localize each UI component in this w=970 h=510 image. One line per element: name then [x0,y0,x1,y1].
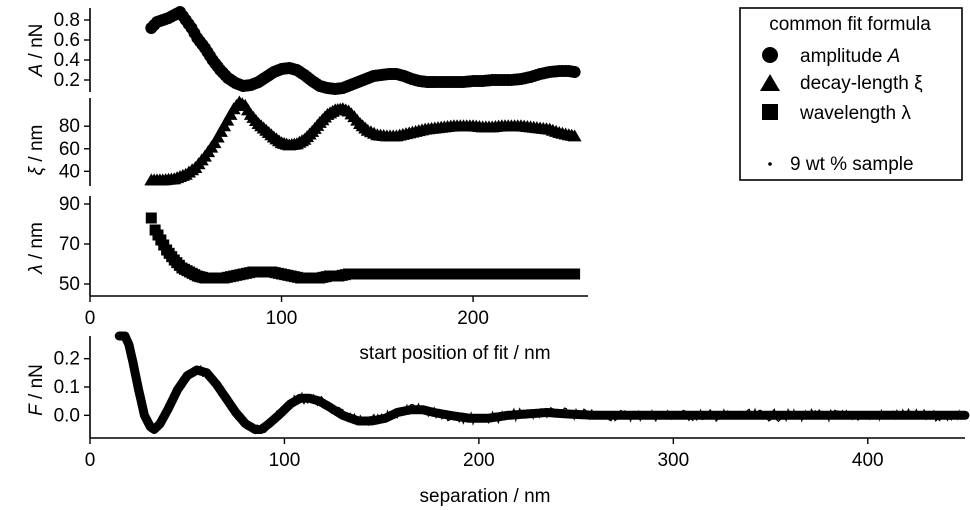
legend-dot-marker [768,162,772,166]
legend-circle-marker [762,47,778,63]
amplitude-y-tick-label: 0.4 [54,50,81,71]
legend-item-decay-length: decay-length ξ [800,73,923,94]
wavelength-y-tick-label: 90 [59,194,80,215]
wavelength-panel: 50 70 90 0 100 200 [59,194,588,329]
force-y-axis-title: F / nN [26,364,47,416]
wavelength-y-axis-title: λ / nm [26,222,47,275]
legend-triangle-marker [760,74,780,91]
force-x-tick-label: 200 [463,450,495,471]
legend-item-sample: 9 wt % sample [790,154,914,175]
force-x-tick-label: 300 [657,450,689,471]
decay-length-y-var: ξ [26,165,47,175]
amplitude-y-tick-label: 0.8 [54,10,80,31]
legend-box [739,7,963,181]
force-x-tick-label: 400 [852,450,884,471]
amplitude-y-unit: / nN [26,24,47,64]
amplitude-y-tick-label: 0.2 [54,70,80,91]
amplitude-point [568,66,581,78]
force-y-unit: / nN [26,364,47,404]
wavelength-x-axis-title: start position of fit / nm [359,343,550,364]
decay-length-y-unit: / nm [26,125,47,167]
decay-length-y-tick-label: 60 [59,139,80,160]
wavelength-y-var: λ [26,264,47,274]
legend-item-wavelength: wavelength λ [799,103,911,124]
legend-item-amplitude-text: amplitude [800,46,888,67]
force-x-tick-label: 0 [85,450,96,471]
legend-square-marker [762,104,778,120]
force-y-var: F [26,403,47,416]
amplitude-y-tick-label: 0.6 [54,30,80,51]
wavelength-y-unit: / nm [26,222,47,264]
legend-item-amplitude: amplitude A [800,46,900,67]
force-x-axis-title: separation / nm [420,486,551,507]
wavelength-x-tick-label: 200 [457,308,489,329]
wavelength-y-tick-label: 70 [59,234,80,255]
force-panel: 0.0 0.1 0.2 0 100 200 300 400 [54,331,970,471]
decay-length-point [567,129,582,142]
force-curve-noise [118,335,966,435]
force-y-tick-label: 0.1 [54,377,80,398]
wavelength-y-tick-label: 50 [59,274,80,295]
amplitude-panel: 0.20.40.60.8 [54,6,581,95]
legend-item-amplitude-var: A [887,46,901,67]
decay-length-y-tick-label: 80 [59,116,80,137]
force-y-tick-label: 0.2 [54,349,80,370]
wavelength-point [569,268,581,280]
legend-title: common fit formula [769,14,931,35]
wavelength-x-tick-label: 100 [266,308,298,329]
amplitude-y-var: A [26,64,47,78]
decay-length-y-tick-label: 40 [59,161,80,182]
force-y-tick-label: 0.0 [54,405,80,426]
amplitude-y-axis-title: A / nN [26,24,47,78]
wavelength-point [145,212,157,224]
decay-length-y-axis-title: ξ / nm [26,125,47,176]
force-x-tick-label: 100 [269,450,301,471]
wavelength-x-tick-label: 0 [85,308,96,329]
legend: common fit formula amplitude A decay-len… [739,7,963,181]
